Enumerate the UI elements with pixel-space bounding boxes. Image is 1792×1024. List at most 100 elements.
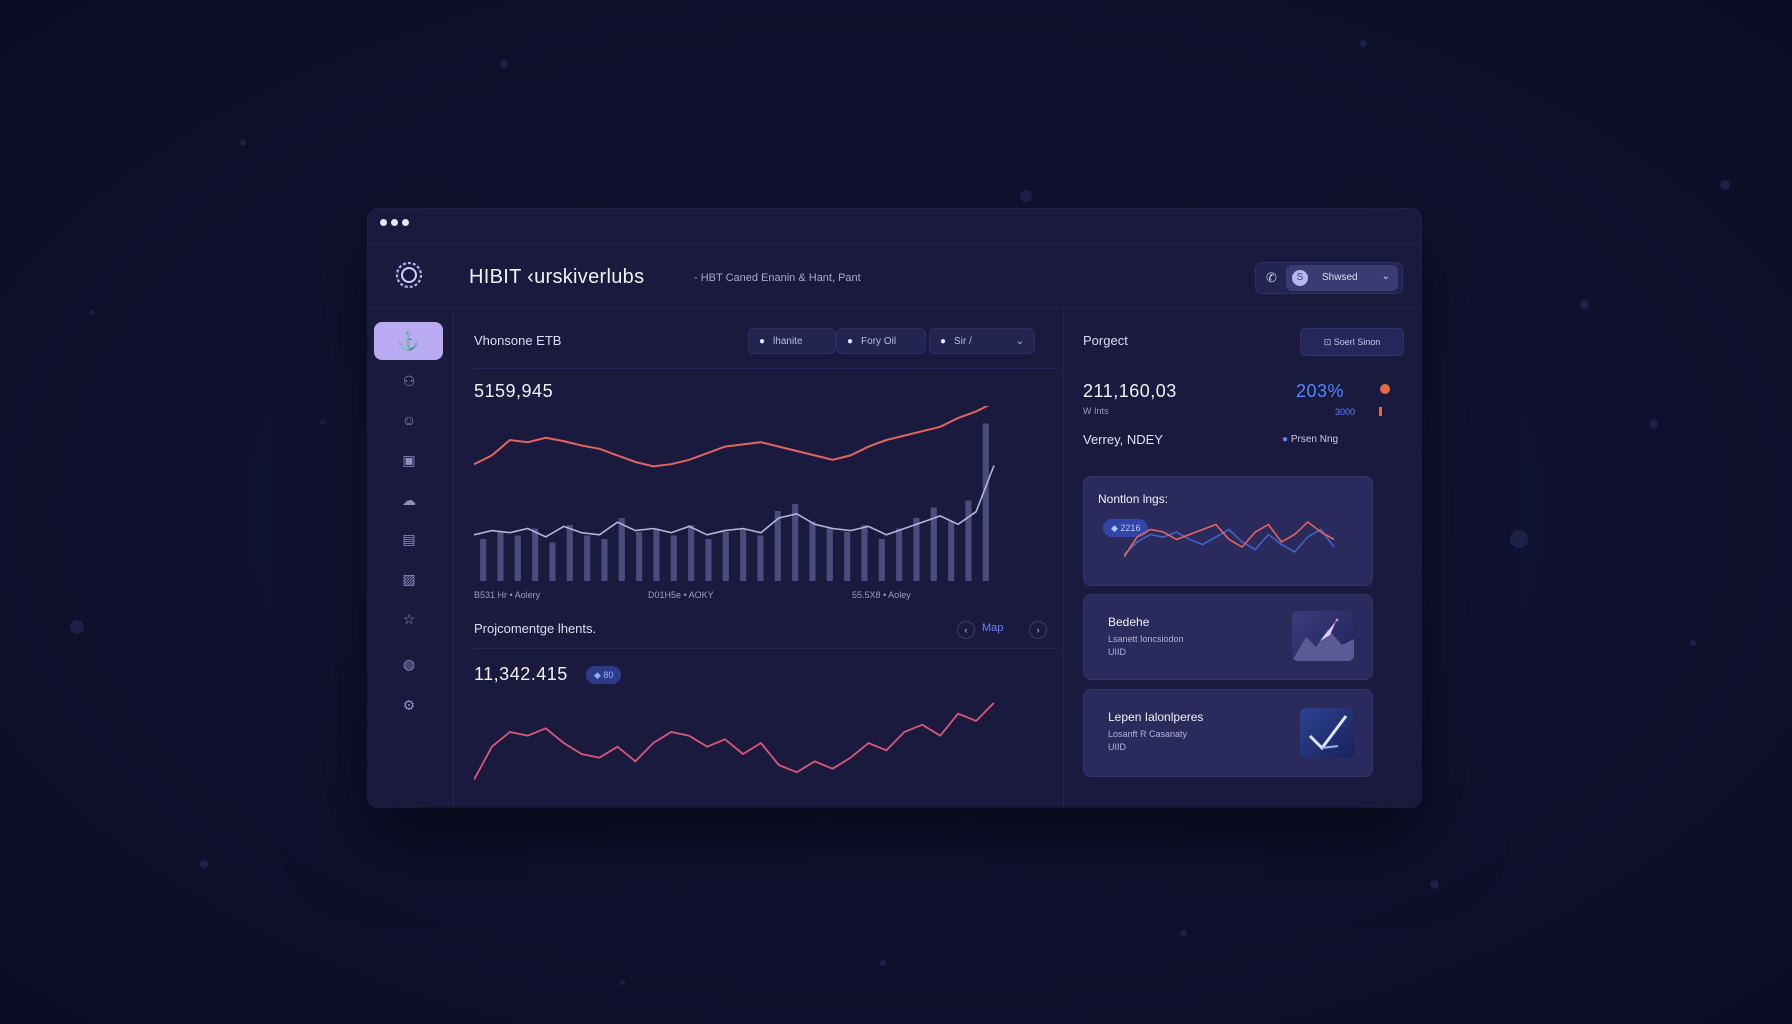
right-panel: Porgect ⊡ Soerl Sinon 211,160,03 W Ints …	[1064, 308, 1421, 807]
card-subtitle: Lsanett Ioncsiodon	[1108, 634, 1184, 644]
calendar-icon[interactable]: ▤	[402, 531, 416, 547]
right-panel-value-sub: W Ints	[1083, 406, 1109, 416]
background-speck	[70, 620, 84, 634]
background-speck	[1720, 180, 1730, 190]
avatar: S	[1292, 270, 1308, 286]
badge-label: 80	[603, 670, 614, 680]
volume-bar	[601, 539, 608, 581]
phone-icon[interactable]: ✆	[1266, 270, 1277, 285]
circle-icon: ●	[759, 336, 766, 347]
mini-red-line	[1124, 520, 1335, 558]
status-mark	[1379, 407, 1382, 416]
volume-bar	[844, 532, 851, 581]
volume-bar	[757, 535, 764, 581]
pair-tag-label: Prsen Nng	[1290, 434, 1339, 445]
card-subtitle: UIID	[1108, 742, 1126, 752]
volume-trend-line	[474, 465, 995, 538]
card-notifications[interactable]: Nontlon lngs: ◆ 2216	[1083, 476, 1373, 586]
settings-icon[interactable]: ⚙	[402, 697, 416, 713]
volume-bar	[930, 507, 937, 581]
volume-bar	[705, 539, 712, 581]
mountain-rocket-icon	[1292, 611, 1354, 661]
volume-bar	[792, 504, 799, 581]
next-button[interactable]: ›	[1029, 621, 1047, 639]
percent-sub: 3000	[1335, 407, 1356, 417]
volume-bar	[549, 542, 556, 581]
bottom-panel-title: Projcomentge lhents.	[474, 621, 597, 636]
divider	[474, 368, 1057, 369]
volume-bar	[514, 535, 521, 581]
background-speck	[1650, 420, 1658, 428]
window-dots[interactable]	[380, 219, 409, 226]
x-axis-label: B531 Hr • Aolery	[474, 590, 541, 600]
x-axis-label: D01H5e • AOKY	[648, 590, 714, 600]
volume-bar	[688, 525, 695, 581]
segment-fory-oil[interactable]: ● Fory Oil	[836, 328, 926, 354]
volume-bar	[497, 532, 504, 581]
price-series	[474, 406, 990, 468]
dashboard-window: HIBIT ‹urskiverlubs - HBT Caned Enanin &…	[368, 209, 1421, 807]
background-speck	[1180, 930, 1187, 937]
map-link[interactable]: Map	[982, 622, 1004, 634]
header-actions: ✆ S Shwsed ⌄	[1255, 262, 1403, 294]
window-dot[interactable]	[402, 219, 409, 226]
volume-bar	[896, 528, 903, 581]
card-title: Nontlon lngs:	[1098, 492, 1169, 506]
segment-lhanite[interactable]: ● lhanite	[748, 328, 836, 354]
logo-icon	[394, 260, 424, 290]
page-title: HIBIT ‹urskiverlubs	[469, 266, 645, 288]
segment-label: lhanite	[773, 336, 803, 347]
top-panel-title: Vhonsone ETB	[474, 333, 562, 348]
segment-label: Sir /	[954, 336, 972, 347]
card-subtitle: Losanft R Casanaty	[1108, 729, 1188, 739]
sidebar: ⚓ ⚇ ☺ ▣ ☁ ▤ ▨ ☆ ◍ ⚙	[368, 308, 454, 807]
card-lepen[interactable]: Lepen Ialonlperes Losanft R Casanaty UII…	[1083, 689, 1373, 777]
volume-bar	[722, 532, 729, 581]
user-menu[interactable]: S Shwsed ⌄	[1286, 265, 1398, 291]
volume-bar	[982, 423, 989, 581]
card-bedehe[interactable]: Bedehe Lsanett Ioncsiodon UIID	[1083, 594, 1373, 680]
background-speck	[1510, 530, 1528, 548]
card-title: Bedehe	[1108, 615, 1150, 629]
percent-change: 203%	[1296, 381, 1345, 401]
sidebar-item-anchor[interactable]: ⚓	[374, 322, 443, 360]
circle-icon: ●	[940, 336, 947, 347]
volume-bar	[670, 535, 677, 581]
volume-bar	[480, 539, 487, 581]
volume-bar	[948, 521, 955, 581]
smile-icon[interactable]: ☺	[401, 412, 417, 428]
background-speck	[240, 140, 246, 146]
status-dot	[1380, 384, 1390, 394]
volume-bar	[584, 535, 591, 581]
volume-bar	[878, 539, 885, 581]
background-speck	[1690, 640, 1696, 646]
drop-icon[interactable]: ◍	[402, 656, 416, 672]
trend-line	[474, 702, 995, 781]
folder-icon[interactable]: ▣	[402, 452, 416, 468]
header: HIBIT ‹urskiverlubs - HBT Caned Enanin &…	[368, 244, 1421, 309]
divider	[474, 648, 1057, 649]
card-badge-label: 2216	[1120, 523, 1141, 533]
volume-bar	[566, 525, 573, 581]
people-icon[interactable]: ⚇	[402, 373, 416, 389]
window-dot[interactable]	[380, 219, 387, 226]
segment-dropdown[interactable]: ● Sir / ⌄	[929, 328, 1035, 354]
background-speck	[880, 960, 886, 966]
right-panel-value: 211,160,03	[1083, 381, 1177, 401]
search-button[interactable]: ⊡ Soerl Sinon	[1300, 328, 1404, 356]
background-speck	[200, 860, 208, 868]
volume-bar	[618, 518, 625, 581]
window-dot[interactable]	[391, 219, 398, 226]
page-subtitle: - HBT Caned Enanin & Hant, Pant	[694, 272, 861, 284]
volume-bar	[532, 528, 539, 581]
volume-bar	[826, 528, 833, 581]
star-icon[interactable]: ☆	[402, 611, 416, 627]
bottom-panel-badge: ◆ 80	[586, 666, 622, 684]
volume-bar	[636, 532, 643, 581]
prev-button[interactable]: ‹	[957, 621, 975, 639]
top-line-chart	[474, 406, 995, 581]
bottom-panel-value: 11,342.415	[474, 664, 568, 684]
image-icon[interactable]: ▨	[402, 571, 416, 587]
cloud-icon[interactable]: ☁	[402, 492, 416, 508]
background-speck	[1580, 300, 1589, 309]
